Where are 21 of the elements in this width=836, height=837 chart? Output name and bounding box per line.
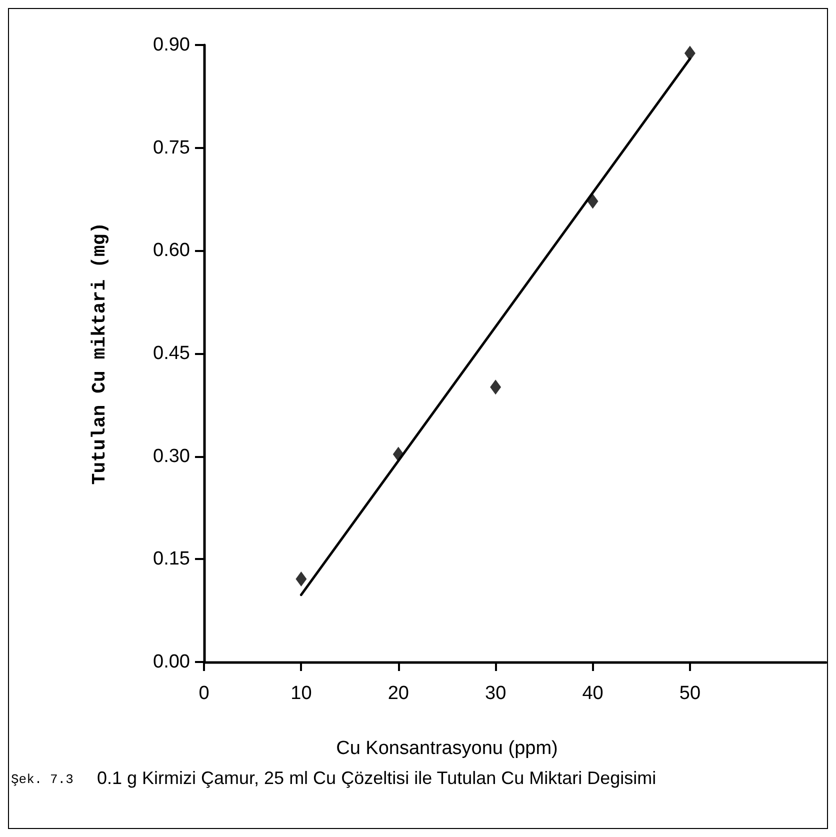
x-tick-label: 20 <box>388 683 409 704</box>
y-tick-label: 0.45 <box>153 343 190 364</box>
point <box>296 572 307 587</box>
x-tick-label: 0 <box>198 683 210 704</box>
x-tick-label: 30 <box>484 683 506 704</box>
text: 0.1 g Kirmizi Çamur, 25 ml Cu Çözeltisi ile Tutulan Cu Miktari Degisimi <box>97 768 656 788</box>
x-tick-label: 40 <box>582 683 604 704</box>
y-tick-label: 0.90 <box>153 34 190 56</box>
y-tick-label: 0.60 <box>153 240 190 262</box>
y-tick-label: 0.15 <box>153 548 190 570</box>
x-tick-label: 50 <box>679 683 701 704</box>
y-tick-label: 0.30 <box>153 446 190 467</box>
x-axis-title: Cu Konsantrasyonu (ppm) <box>336 738 558 759</box>
point <box>490 380 502 395</box>
y-tick-label: 0.75 <box>153 137 190 158</box>
y-tick-label: 0.00 <box>153 652 190 672</box>
y-axis-title: Tutulan Cu miktari (mg) <box>88 222 110 485</box>
text: Şek. 7.3 <box>11 772 74 787</box>
point <box>684 46 696 61</box>
x-tick-label: 10 <box>290 683 312 704</box>
point <box>587 194 598 209</box>
